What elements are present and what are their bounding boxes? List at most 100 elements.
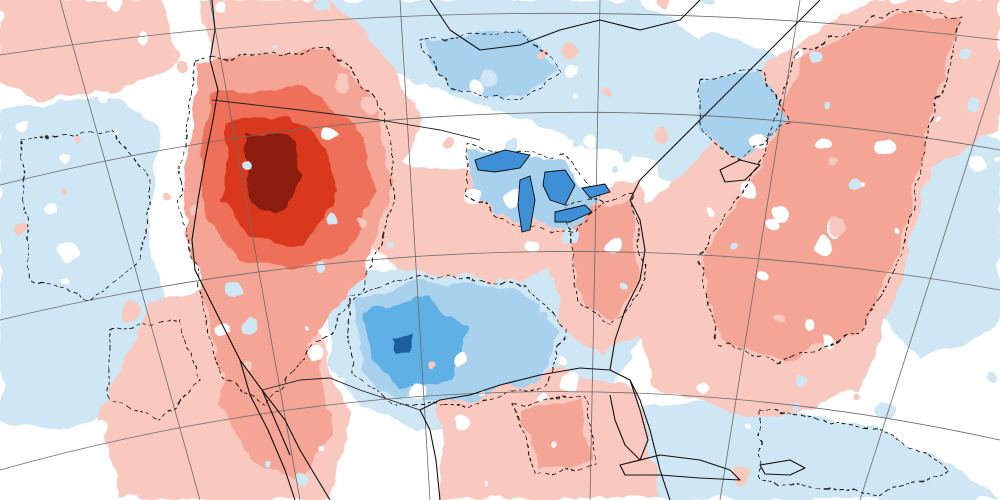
noise-speckle (959, 45, 972, 58)
noise-speckle (970, 155, 988, 172)
noise-speckle (335, 74, 352, 90)
noise-speckle (758, 269, 769, 281)
border-us-canada (211, 99, 481, 141)
noise-speckle (562, 229, 578, 246)
noise-speckle (241, 318, 259, 336)
border-us-mexico (261, 377, 421, 411)
noise-speckle (536, 49, 546, 60)
noise-speckle (850, 392, 860, 401)
noise-speckle (728, 243, 737, 252)
noise-speckle (828, 157, 839, 167)
noise-speckle (817, 137, 831, 152)
noise-speckle (799, 473, 808, 481)
noise-speckle (72, 133, 82, 143)
noise-speckle (847, 178, 861, 192)
noise-speckle (263, 462, 272, 471)
coastline-gulf (419, 367, 671, 500)
noise-speckle (744, 423, 750, 430)
contour-atlantic-warm (697, 7, 963, 363)
coastline-hudson-bay (429, 0, 701, 51)
noise-speckle (613, 58, 622, 67)
noise-speckle (245, 358, 256, 369)
lake-ontario (581, 183, 611, 199)
coastline-hispaniola (759, 459, 806, 476)
noise-speckle (59, 153, 69, 163)
latitude-line-upper (0, 111, 1000, 186)
noise-speckle (43, 204, 55, 216)
noise-speckle (187, 20, 195, 28)
noise-speckle (973, 85, 987, 100)
warm-light-region-gulf (520, 400, 590, 470)
noise-speckle (828, 218, 846, 235)
lake-erie (554, 204, 593, 223)
longitude-line-3 (399, 0, 431, 500)
contour-gulf-warm (514, 394, 596, 476)
noise-speckle (606, 237, 623, 254)
noise-speckle (775, 314, 783, 322)
noise-speckle (935, 116, 941, 122)
contour-lakes-cool (465, 145, 605, 235)
contour-north-cool (419, 29, 561, 101)
noise-speckle (270, 46, 276, 52)
noise-speckle (216, 3, 228, 14)
noise-speckle (814, 237, 833, 256)
coastline-cuba (619, 454, 741, 481)
noise-speckle (822, 334, 835, 347)
noise-speckle (938, 152, 947, 160)
noise-speckle (296, 472, 309, 486)
contour-mexico-warm (109, 319, 201, 421)
noise-speckle (794, 373, 809, 387)
latitude-line-lower (0, 391, 1000, 471)
noise-speckle (765, 219, 779, 232)
noise-speckle (916, 357, 923, 364)
noise-speckle (919, 436, 928, 445)
noise-speckle (859, 474, 872, 487)
longitude-line-1 (59, 0, 201, 500)
noise-speckle (465, 185, 482, 202)
noise-speckle (106, 0, 122, 10)
noise-speckle (312, 0, 329, 13)
noise-speckle (699, 0, 716, 9)
noise-speckle (555, 354, 569, 367)
noise-speckle (97, 91, 109, 103)
noise-speckle (751, 134, 765, 149)
noise-speckle (133, 127, 145, 139)
longitude-line-5 (719, 0, 801, 500)
noise-speckle (480, 68, 498, 86)
longitude-line-2 (209, 0, 301, 500)
noise-speckle (859, 182, 866, 188)
noise-speckle (88, 420, 107, 438)
contour-quebec-cool (699, 69, 791, 161)
noise-speckle (60, 278, 70, 288)
noise-speckle (133, 74, 139, 80)
noise-speckle (794, 51, 802, 58)
noise-speckle (137, 33, 147, 43)
noise-speckle (141, 142, 153, 154)
noise-speckle (560, 373, 579, 391)
lake-superior (474, 149, 531, 173)
noise-speckle (483, 482, 489, 488)
noise-speckle (483, 267, 499, 284)
noise-speckle (357, 218, 364, 226)
noise-speckle (453, 352, 469, 368)
noise-speckle (524, 239, 538, 254)
warm-peak-region-northwest (245, 135, 305, 215)
noise-speckle (752, 29, 767, 43)
noise-speckle (701, 296, 709, 304)
coastline-nova-scotia (719, 159, 761, 183)
noise-speckle (322, 129, 336, 143)
noise-speckle (37, 477, 50, 490)
noise-speckle (611, 163, 620, 172)
noise-speckle (315, 261, 328, 274)
noise-speckle (360, 97, 377, 114)
noise-speckle (583, 136, 596, 149)
noise-speckle (618, 284, 626, 292)
noise-speckle (892, 228, 900, 236)
noise-speckle (384, 239, 392, 247)
noise-speckle (164, 190, 174, 200)
noise-speckle (807, 49, 823, 65)
noise-speckle (381, 399, 388, 406)
noise-speckle (664, 14, 677, 27)
